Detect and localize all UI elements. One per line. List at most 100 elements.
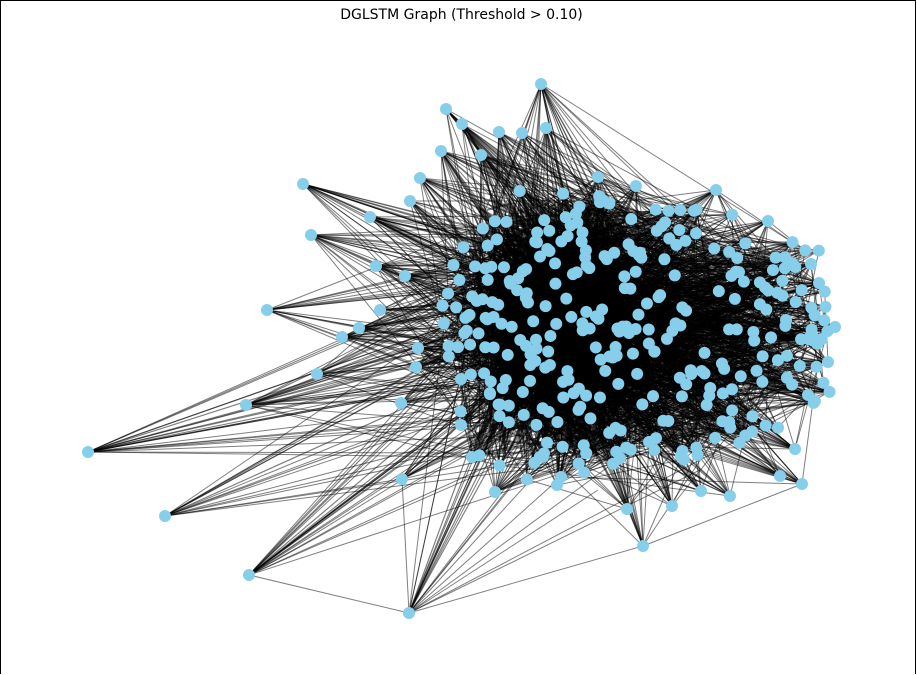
graph-node	[516, 385, 529, 398]
graph-node	[759, 419, 772, 432]
graph-node	[538, 214, 551, 227]
graph-node	[666, 500, 678, 512]
graph-node	[684, 364, 697, 377]
graph-node	[572, 403, 585, 416]
graph-node	[403, 607, 415, 619]
graph-edge	[87, 299, 523, 453]
graph-node	[753, 276, 766, 289]
graph-node	[674, 449, 687, 462]
graph-node	[819, 300, 832, 313]
graph-edge	[682, 400, 816, 452]
graph-node	[395, 397, 407, 409]
graph-node	[691, 449, 704, 462]
graph-node	[576, 226, 589, 239]
graph-node	[666, 324, 679, 337]
graph-node	[593, 391, 606, 404]
graph-node	[479, 341, 492, 354]
graph-node	[492, 398, 505, 411]
graph-node	[810, 360, 823, 373]
graph-node	[437, 317, 450, 330]
graph-node	[789, 260, 802, 273]
graph-node	[818, 285, 831, 298]
graph-node	[575, 235, 588, 248]
graph-node	[756, 350, 769, 363]
graph-node	[642, 323, 655, 336]
graph-node	[625, 213, 638, 226]
graph-node	[557, 375, 570, 388]
graph-node	[756, 375, 769, 388]
graph-node	[747, 326, 760, 339]
graph-edge	[626, 266, 796, 326]
graph-node	[662, 414, 675, 427]
graph-node	[647, 390, 660, 403]
graph-node	[786, 378, 799, 391]
graph-node	[454, 373, 467, 386]
graph-node	[570, 266, 583, 279]
graph-node	[531, 226, 544, 239]
graph-node	[643, 435, 656, 448]
graph-node	[412, 342, 424, 354]
graph-node	[442, 350, 455, 363]
graph-node	[527, 315, 540, 328]
graph-edge	[526, 479, 628, 510]
graph-node	[795, 333, 808, 346]
graph-edge	[248, 464, 500, 576]
graph-node	[374, 304, 386, 316]
graph-node	[796, 478, 808, 490]
graph-edge	[248, 405, 510, 576]
graph-node	[500, 215, 513, 228]
graph-edge	[549, 306, 607, 364]
graph-node	[493, 459, 506, 472]
graph-node	[716, 387, 729, 400]
graph-node	[561, 230, 574, 243]
graph-node	[812, 244, 825, 257]
graph-edge	[164, 298, 483, 517]
graph-node	[311, 368, 323, 380]
graph-node	[614, 424, 627, 437]
graph-node	[818, 314, 831, 327]
graph-node	[450, 301, 463, 314]
graph-node	[455, 419, 467, 431]
graph-node	[823, 385, 836, 398]
graph-node	[453, 274, 466, 287]
graph-node	[636, 398, 649, 411]
graph-node	[488, 215, 501, 228]
graph-node	[668, 269, 681, 282]
graph-node	[530, 333, 543, 346]
graph-node	[626, 347, 639, 360]
graph-node	[543, 224, 556, 237]
graph-node	[557, 391, 570, 404]
graph-node	[632, 308, 645, 321]
graph-node	[473, 449, 486, 462]
graph-edge	[546, 276, 606, 310]
graph-node	[404, 195, 416, 207]
graph-node	[594, 353, 607, 366]
graph-node	[493, 126, 505, 138]
graph-node	[606, 351, 619, 364]
graph-node	[543, 245, 556, 258]
graph-node	[662, 204, 675, 217]
graph-node	[505, 320, 518, 333]
graph-edge	[440, 150, 577, 215]
graph-node	[624, 443, 637, 456]
graph-node	[336, 331, 348, 343]
graph-node	[630, 180, 642, 192]
graph-node	[746, 410, 759, 423]
graph-node	[737, 275, 750, 288]
graph-node	[353, 322, 365, 334]
graph-node	[442, 287, 455, 300]
graph-edge	[620, 429, 716, 439]
graph-node	[497, 261, 510, 274]
node-layer	[82, 78, 841, 619]
graph-node	[572, 382, 585, 395]
graph-node	[793, 359, 806, 372]
graph-node	[396, 473, 408, 485]
graph-edge	[417, 332, 465, 349]
graph-node	[564, 219, 577, 232]
graph-node	[680, 378, 693, 391]
graph-node	[695, 485, 707, 497]
graph-node	[589, 341, 602, 354]
graph-node	[82, 446, 94, 458]
graph-node	[709, 431, 722, 444]
